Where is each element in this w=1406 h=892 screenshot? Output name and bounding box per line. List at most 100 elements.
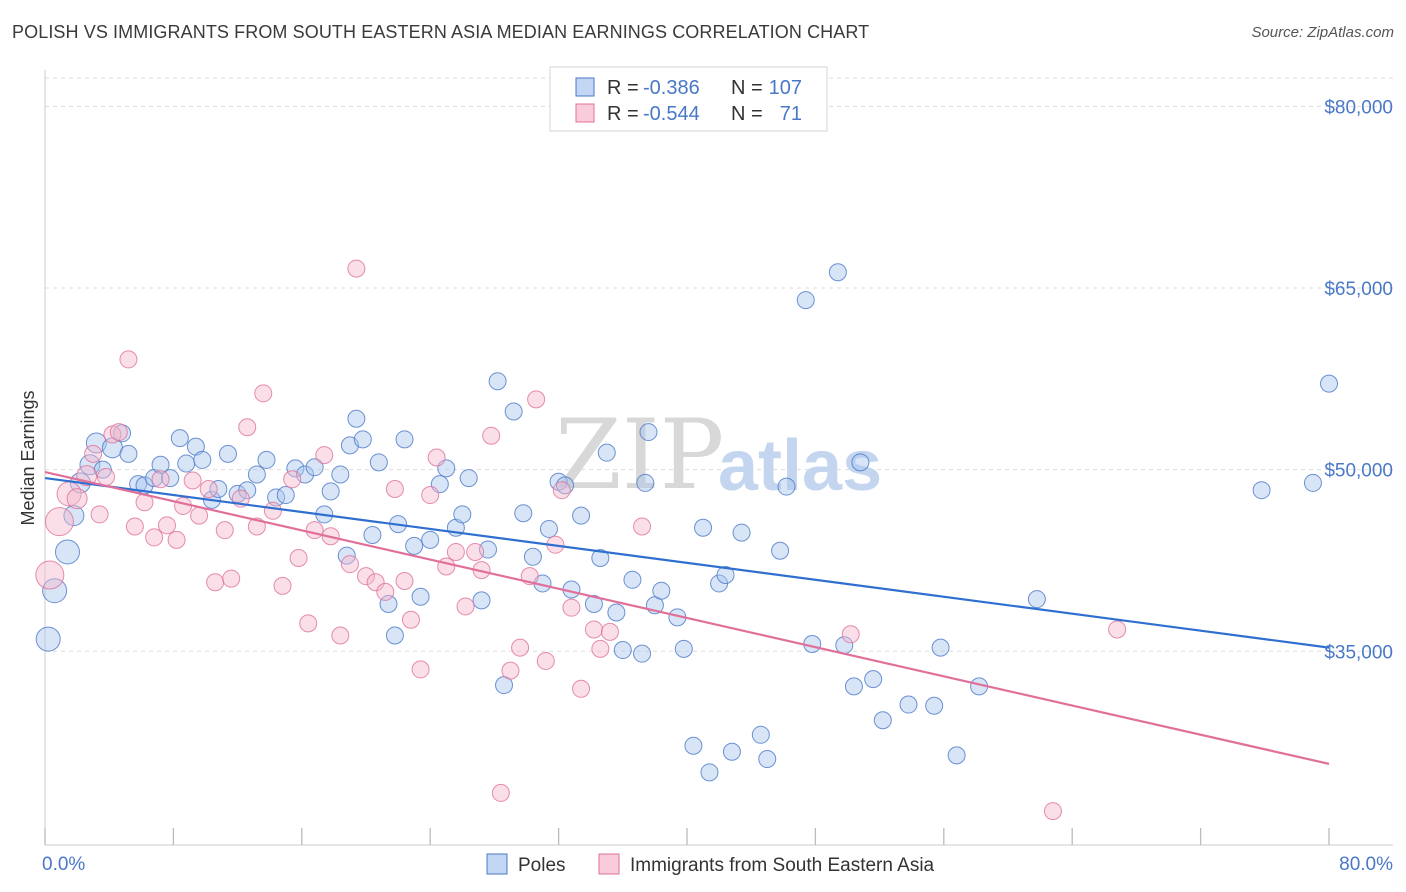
immigrants-point-16 [167,530,186,549]
poles-point-65 [572,506,591,525]
poles-point-29 [286,459,305,478]
immigrants-point-54 [491,783,510,802]
poles-point-3 [63,505,85,527]
poles-point-69 [607,603,626,622]
poles-point-6 [85,432,107,454]
poles-point-80 [694,518,713,537]
immigrants-point-49 [446,542,465,561]
chart-title: POLISH VS IMMIGRANTS FROM SOUTH EASTERN … [12,22,870,42]
bottom-legend-label-immigrants: Immigrants from South Eastern Asia [630,855,935,876]
watermark-atlas: atlas [718,426,882,506]
y-tick-label-3: $80,000 [1324,97,1393,118]
poles-point-47 [421,530,440,549]
x-tick-label-min: 0.0% [42,854,85,875]
bottom-legend-swatch-immigrants [598,853,620,875]
poles-point-21 [209,479,228,498]
immigrants-point-51 [466,542,485,561]
immigrants-point-9 [109,423,128,442]
poles-point-44 [395,430,414,449]
immigrants-point-58 [527,390,546,409]
poles-point-53 [472,591,491,610]
gridlines [45,77,1393,652]
immigrants-point-50 [456,597,475,616]
legend-n-label-poles: N = [731,77,763,99]
series-immigrants [35,259,1127,821]
immigrants-point-61 [552,481,571,500]
poles-point-2 [54,539,80,565]
x-tick-label-max: 80.0% [1339,854,1393,875]
poles-point-33 [321,482,340,501]
immigrants-point-43 [395,572,414,591]
poles-point-99 [925,696,944,715]
y-tick-label-0: $35,000 [1324,642,1393,663]
poles-point-74 [639,423,658,442]
poles-point-52 [459,469,478,488]
bottom-legend-label-poles: Poles [518,855,566,876]
poles-point-95 [851,453,870,472]
poles-point-51 [453,505,472,524]
poles-point-37 [347,409,366,428]
immigrants-point-1 [44,507,74,537]
immigrants-point-7 [96,467,115,486]
legend-r-value-immigrants: -0.544 [643,103,700,125]
poles-point-45 [405,536,424,555]
immigrants-point-68 [841,625,860,644]
immigrants-point-27 [254,384,273,403]
immigrants-point-55 [501,661,520,680]
immigrants-point-34 [315,446,334,465]
poles-point-86 [751,725,770,744]
immigrants-point-40 [366,573,385,592]
trend-line-poles [44,476,1330,649]
poles-point-103 [1027,590,1046,609]
legend-swatch-poles [575,77,595,97]
poles-point-31 [305,458,324,477]
immigrants-point-18 [183,471,202,490]
poles-point-57 [504,402,523,421]
poles-point-66 [584,595,603,614]
immigrants-point-39 [357,567,375,586]
immigrants-point-38 [347,259,366,278]
poles-point-88 [771,541,790,560]
immigrants-point-32 [299,614,318,633]
poles-point-79 [684,736,703,755]
y-tick-label-1: $50,000 [1324,461,1393,482]
poles-point-106 [1320,374,1338,393]
poles-point-17 [177,454,196,473]
immigrants-point-31 [289,549,308,568]
immigrants-point-69 [1043,802,1062,821]
poles-point-81 [700,763,719,782]
poles-point-0 [35,626,61,652]
immigrants-point-37 [340,555,359,574]
immigrants-point-29 [273,576,292,595]
poles-point-104 [1252,481,1271,500]
immigrants-point-42 [385,479,404,498]
poles-point-61 [539,519,558,538]
watermark: ZIP atlas [555,399,882,511]
poles-point-39 [363,526,382,544]
poles-point-16 [170,429,189,448]
poles-point-55 [488,372,507,391]
poles-point-85 [732,523,751,542]
poles-point-96 [864,670,883,689]
poles-point-97 [873,711,892,730]
poles-point-63 [556,476,575,495]
legend-r-value-poles: -0.386 [643,77,700,99]
immigrants-point-14 [151,470,170,489]
immigrants-point-28 [263,501,282,520]
poles-point-70 [613,641,632,660]
y-tick-label-2: $65,000 [1324,279,1393,300]
poles-point-40 [369,453,388,472]
y-axis-title: Median Earnings [18,390,38,525]
poles-point-15 [161,469,180,488]
immigrants-point-6 [90,505,109,524]
poles-point-26 [257,450,276,469]
immigrants-point-5 [84,444,103,463]
poles-point-34 [331,465,350,484]
poles-point-38 [353,430,372,449]
poles-point-42 [385,626,404,645]
poles-point-72 [633,644,652,663]
immigrants-point-10 [119,350,138,369]
legend-n-label-immigrants: N = [731,103,763,125]
immigrants-point-0 [35,560,65,590]
